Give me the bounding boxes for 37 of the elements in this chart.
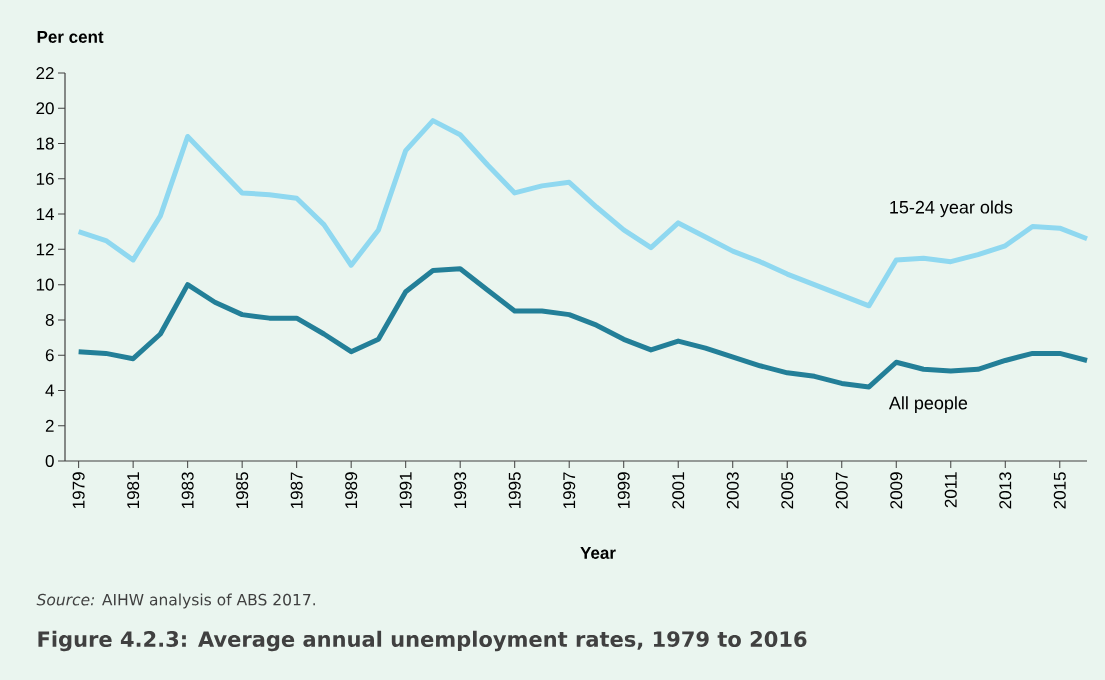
y-tick-label: 14 (36, 208, 54, 220)
y-tick-label: 10 (36, 278, 54, 291)
y-tick-label: 4 (45, 384, 54, 397)
x-tick-label: 1985 (236, 472, 249, 509)
x-tick-label: 2001 (672, 472, 685, 509)
text: Figure 4.2.3: Average annual unemployment rates, 1979 to 2016 (38, 630, 807, 652)
y-tick-label: 20 (36, 102, 54, 115)
x-tick-label: 2003 (726, 472, 739, 509)
y-axis-title: Per cent (37, 31, 104, 43)
x-tick-label: 2013 (999, 472, 1012, 509)
y-tick-label: 12 (36, 243, 54, 256)
y-tick-label: 0 (45, 454, 54, 468)
x-tick-label: 1987 (290, 472, 303, 509)
x-tick-label: 2009 (890, 472, 903, 509)
x-tick-label: 2007 (835, 472, 848, 509)
y-tick-label: 6 (45, 349, 54, 362)
y-tick-label: 16 (36, 172, 54, 185)
series-label: All people (888, 396, 968, 413)
x-tick-label: 1999 (617, 472, 630, 509)
series-label: 15-24 year olds (890, 200, 1013, 218)
y-tick-label: 2 (45, 419, 54, 432)
x-tick-label: 1993 (454, 472, 467, 509)
x-tick-label: 1981 (127, 472, 140, 509)
x-tick-label: 1983 (181, 472, 194, 509)
x-tick-label: 2011 (944, 472, 957, 508)
x-tick-label: 1991 (399, 472, 412, 509)
x-tick-label: 1989 (345, 472, 358, 509)
x-tick-label: 2015 (1053, 472, 1066, 509)
y-tick-label: 8 (45, 313, 54, 326)
x-tick-label: 2005 (781, 472, 794, 509)
x-tick-label: 1995 (508, 472, 521, 509)
y-tick-label: 22 (36, 67, 54, 79)
x-tick-label: 1979 (72, 472, 85, 509)
text: Source: AIHW analysis of ABS 2017. (36, 593, 315, 609)
y-tick-label: 18 (36, 137, 54, 150)
x-axis-title: Year (580, 547, 616, 559)
x-tick-label: 1997 (563, 472, 576, 509)
